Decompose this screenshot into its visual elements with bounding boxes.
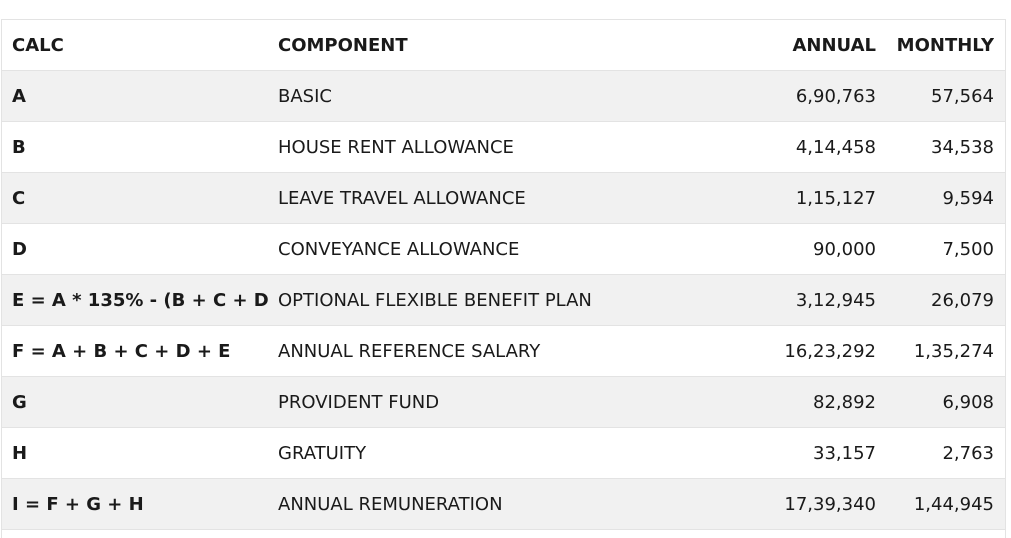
component-cell: ANNUAL REMUNERATION [278,493,503,515]
header-annual: ANNUAL [792,34,876,56]
monthly-cell: 1,44,945 [913,493,994,515]
annual-cell: 82,892 [813,391,876,413]
table-row: F = A + B + C + D + E ANNUAL REFERENCE S… [2,326,1005,377]
calc-cell: D [12,238,27,260]
component-cell: LEAVE TRAVEL ALLOWANCE [278,187,526,209]
monthly-cell: 2,763 [942,442,994,464]
monthly-cell: 1,35,274 [913,340,994,362]
component-cell: CONVEYANCE ALLOWANCE [278,238,520,260]
table-row: E = A * 135% - (B + C + D) OPTIONAL FLEX… [2,275,1005,326]
table-row: I = F + G + H ANNUAL REMUNERATION 17,39,… [2,479,1005,530]
component-cell: OPTIONAL FLEXIBLE BENEFIT PLAN [278,289,592,311]
table-row: B HOUSE RENT ALLOWANCE 4,14,458 34,538 [2,122,1005,173]
header-monthly: MONTHLY [896,34,994,56]
annual-cell: 17,39,340 [784,493,876,515]
component-cell: GRATUITY [278,442,367,464]
annual-cell: 16,23,292 [784,340,876,362]
header-component: COMPONENT [278,34,408,56]
calc-cell: B [12,136,26,158]
table-header-row: CALC COMPONENT ANNUAL MONTHLY [2,20,1005,71]
calc-cell: G [12,391,27,413]
component-cell: PROVIDENT FUND [278,391,440,413]
annual-cell: 4,14,458 [795,136,876,158]
annual-cell: 3,12,945 [795,289,876,311]
salary-breakup-table: CALC COMPONENT ANNUAL MONTHLY A BASIC 6,… [1,19,1006,538]
monthly-cell: 7,500 [942,238,994,260]
header-calc: CALC [12,34,64,56]
calc-cell: I = F + G + H [12,493,144,515]
monthly-cell: 6,908 [942,391,994,413]
annual-cell: 1,15,127 [795,187,876,209]
annual-cell: 90,000 [813,238,876,260]
component-cell: BASIC [278,85,332,107]
monthly-cell: 57,564 [931,85,994,107]
calc-cell: H [12,442,28,464]
component-cell: HOUSE RENT ALLOWANCE [278,136,514,158]
annual-cell: 6,90,763 [795,85,876,107]
component-cell: ANNUAL REFERENCE SALARY [278,340,541,362]
table-row-partial [2,530,1005,538]
calc-cell: C [12,187,26,209]
table-row: H GRATUITY 33,157 2,763 [2,428,1005,479]
table-row: G PROVIDENT FUND 82,892 6,908 [2,377,1005,428]
monthly-cell: 26,079 [931,289,994,311]
monthly-cell: 9,594 [942,187,994,209]
calc-cell: F = A + B + C + D + E [12,340,231,362]
calc-cell: A [12,85,26,107]
annual-cell: 33,157 [813,442,876,464]
table-row: C LEAVE TRAVEL ALLOWANCE 1,15,127 9,594 [2,173,1005,224]
calc-cell: E = A * 135% - (B + C + D) [12,289,268,311]
table-row: A BASIC 6,90,763 57,564 [2,71,1005,122]
monthly-cell: 34,538 [931,136,994,158]
table-row: D CONVEYANCE ALLOWANCE 90,000 7,500 [2,224,1005,275]
